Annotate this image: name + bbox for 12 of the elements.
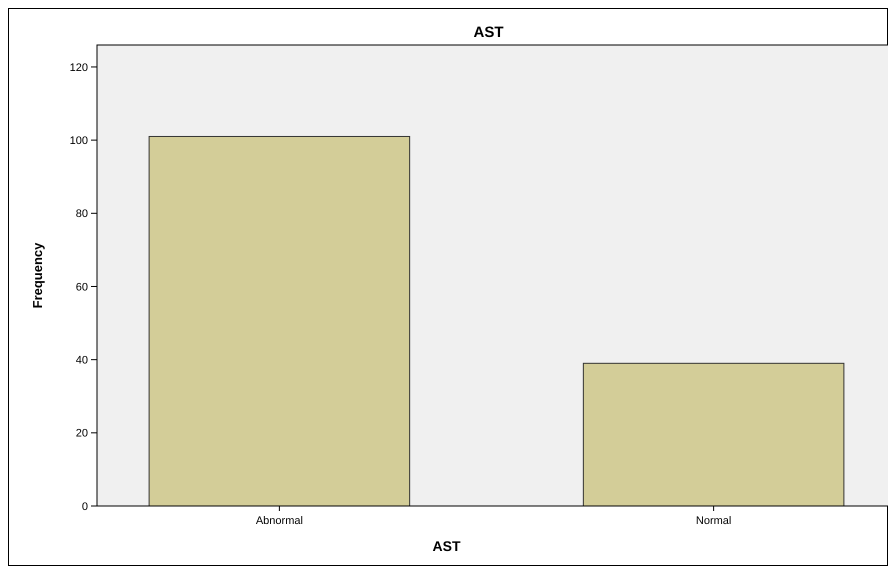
y-axis-title: Frequency <box>30 242 45 308</box>
chart-title: AST <box>474 24 504 41</box>
y-tick-label: 40 <box>76 354 88 366</box>
x-tick-label: Abnormal <box>256 515 303 527</box>
y-tick-label: 0 <box>82 500 88 513</box>
x-axis-title: AST <box>432 538 461 554</box>
y-tick-label: 100 <box>70 134 88 147</box>
y-tick-label: 20 <box>76 428 88 440</box>
y-tick-label: 120 <box>70 62 88 74</box>
y-tick-label: 80 <box>76 208 88 220</box>
y-tick-label: 60 <box>76 281 88 294</box>
x-tick-label: Normal <box>696 515 732 527</box>
